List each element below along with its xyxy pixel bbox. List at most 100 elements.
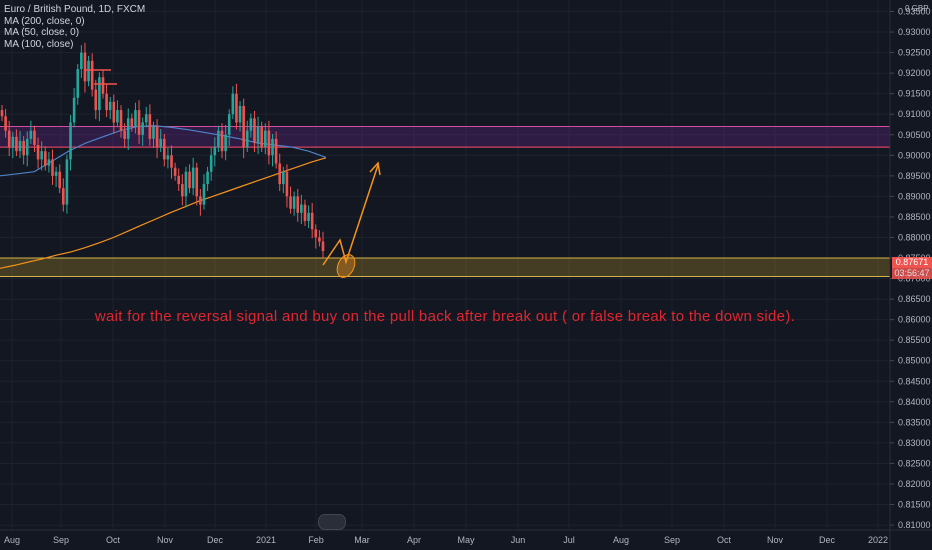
candle-body bbox=[209, 155, 213, 172]
candle-body bbox=[130, 118, 134, 127]
candle-body bbox=[148, 114, 152, 139]
candle-body bbox=[227, 114, 231, 135]
candle-body bbox=[108, 101, 112, 111]
price-tick-label: 0.92500 bbox=[898, 48, 931, 58]
time-tick-label: Jun bbox=[511, 535, 526, 545]
candle-body bbox=[47, 159, 51, 166]
candle-body bbox=[7, 130, 11, 148]
candle-body bbox=[18, 140, 22, 152]
candle-body bbox=[25, 138, 29, 156]
legend-symbol[interactable]: Euro / British Pound, 1D, FXCM bbox=[4, 4, 146, 15]
candle-body bbox=[76, 69, 80, 98]
candle-body bbox=[235, 93, 238, 123]
time-tick-label: Aug bbox=[613, 535, 629, 545]
candle-body bbox=[220, 130, 224, 152]
candle-body bbox=[163, 138, 166, 160]
zone-layer bbox=[0, 126, 890, 278]
price-tick-label: 0.91500 bbox=[898, 89, 931, 99]
candle-body bbox=[4, 116, 7, 131]
candles bbox=[0, 42, 325, 259]
legend: Euro / British Pound, 1D, FXCM MA (200, … bbox=[4, 4, 145, 50]
candle-body bbox=[253, 118, 256, 143]
candle-body bbox=[80, 52, 83, 70]
legend-ma50[interactable]: MA (50, close, 0) bbox=[4, 27, 80, 38]
candle-body bbox=[101, 77, 105, 94]
price-tick-label: 0.90000 bbox=[898, 150, 931, 160]
candle-body bbox=[245, 130, 249, 148]
ma200-line bbox=[0, 157, 327, 269]
price-tick-label: 0.86500 bbox=[898, 294, 931, 304]
candle-body bbox=[62, 188, 65, 205]
time-tick-label: May bbox=[457, 535, 475, 545]
price-tick-label: 0.88000 bbox=[898, 232, 931, 242]
price-tick-label: 0.82000 bbox=[898, 479, 931, 489]
price-tick-label: 0.93000 bbox=[898, 27, 931, 37]
candle-body bbox=[90, 60, 94, 90]
candle-body bbox=[263, 130, 267, 148]
candle-body bbox=[94, 89, 98, 111]
candle-body bbox=[119, 110, 123, 131]
candle-body bbox=[213, 147, 217, 156]
candle-body bbox=[318, 237, 321, 242]
candle-body bbox=[231, 93, 235, 115]
candle-body bbox=[15, 136, 18, 152]
candle-body bbox=[65, 159, 69, 205]
price-tick-label: 0.84000 bbox=[898, 397, 931, 407]
time-tick-label: Oct bbox=[106, 535, 121, 545]
time-tick-label: Sep bbox=[53, 535, 69, 545]
candle-body bbox=[177, 175, 181, 185]
candle-body bbox=[249, 118, 253, 131]
candle-body bbox=[72, 97, 76, 123]
candle-body bbox=[300, 204, 303, 213]
candle-body bbox=[202, 184, 206, 205]
price-tick-label: 0.82500 bbox=[898, 458, 931, 468]
time-tick-label: Apr bbox=[407, 535, 421, 545]
candle-body bbox=[11, 136, 15, 148]
candle-body bbox=[134, 110, 137, 127]
time-tick-label: 2022 bbox=[868, 535, 888, 545]
candle-body bbox=[105, 93, 108, 111]
candle-body bbox=[285, 171, 289, 197]
candle-body bbox=[98, 77, 101, 111]
annotation-text: wait for the reversal signal and buy on … bbox=[94, 308, 796, 325]
candle-body bbox=[170, 155, 173, 168]
support-zone bbox=[0, 258, 890, 277]
candle-body bbox=[58, 171, 62, 189]
last-price-tag: 0.87671 bbox=[892, 257, 932, 268]
candle-body bbox=[144, 114, 148, 123]
candle-body bbox=[307, 212, 310, 222]
currency-label[interactable]: 0 GBP bbox=[905, 4, 929, 13]
time-axis[interactable]: Aug Sep Oct Nov Dec 2021 Feb Mar Apr May Jun Jul Aug… bbox=[0, 529, 932, 545]
candle-body bbox=[321, 241, 325, 252]
candle-body bbox=[191, 167, 195, 189]
price-tick-label: 0.85500 bbox=[898, 335, 931, 345]
drawings bbox=[84, 69, 381, 278]
price-tick-label: 0.91000 bbox=[898, 109, 931, 119]
candle-body bbox=[206, 171, 209, 185]
reversal-ellipse bbox=[336, 254, 356, 278]
candle-body bbox=[112, 101, 116, 123]
time-tick-label: Dec bbox=[819, 535, 836, 545]
candle-body bbox=[271, 138, 274, 156]
price-tick-label: 0.83500 bbox=[898, 417, 931, 427]
candle-body bbox=[267, 130, 271, 156]
time-tick-label: Dec bbox=[207, 535, 224, 545]
candle-body bbox=[159, 138, 162, 148]
tradingview-logo-icon[interactable] bbox=[318, 514, 346, 530]
projection-arrow bbox=[322, 164, 379, 266]
price-tick-label: 0.90500 bbox=[898, 130, 931, 140]
legend-ma200[interactable]: MA (200, close, 0) bbox=[4, 15, 85, 27]
time-tick-label: 2021 bbox=[256, 535, 276, 545]
time-tick-label: Jul bbox=[563, 535, 575, 545]
candle-body bbox=[260, 126, 263, 148]
time-tick-label: Aug bbox=[4, 535, 20, 545]
candle-body bbox=[29, 130, 33, 139]
arrow-head bbox=[369, 161, 381, 176]
price-tick-label: 0.89500 bbox=[898, 171, 931, 181]
candle-body bbox=[314, 229, 318, 238]
candle-body bbox=[152, 126, 155, 139]
legend-ma100[interactable]: MA (100, close) bbox=[4, 38, 74, 50]
candle-body bbox=[274, 138, 278, 164]
candle-body bbox=[54, 171, 58, 176]
